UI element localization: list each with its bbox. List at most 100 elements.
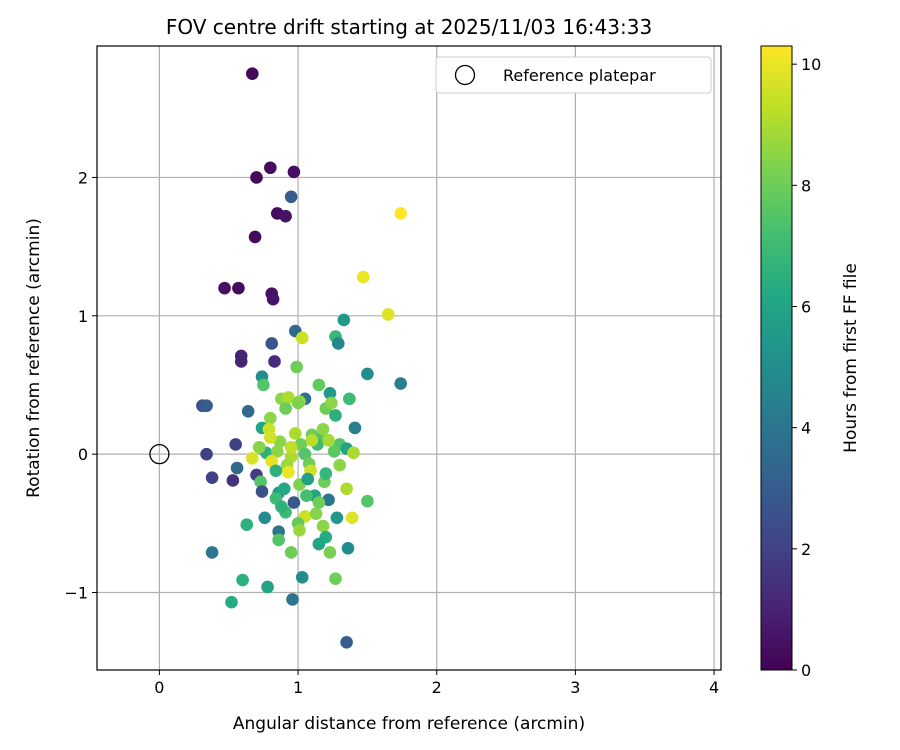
data-point: [268, 355, 281, 368]
data-point: [290, 360, 303, 374]
data-point: [293, 523, 306, 537]
data-point: [205, 546, 219, 559]
data-point: [294, 438, 308, 451]
data-point: [241, 404, 255, 418]
data-point: [300, 489, 313, 502]
data-point: [333, 458, 346, 472]
data-point: [291, 396, 305, 410]
data-point: [301, 472, 315, 486]
data-point: [348, 421, 362, 435]
data-point: [340, 636, 353, 649]
colorbar-tick-label: 6: [801, 298, 811, 317]
legend-box: [435, 56, 712, 94]
legend-marker: [454, 64, 476, 86]
data-point: [229, 438, 242, 451]
data-point: [240, 518, 254, 532]
colorbar-label: Hours from first FF file: [841, 263, 861, 453]
data-point: [246, 452, 259, 465]
data-point: [265, 454, 279, 468]
y-axis: −1 0 1 2: [64, 168, 97, 603]
data-point: [356, 270, 370, 284]
data-point: [309, 507, 323, 520]
x-tick-label: 4: [709, 678, 719, 697]
colorbar-tick-label: 8: [801, 176, 811, 195]
x-axis-label: Angular distance from reference (arcmin): [233, 714, 585, 734]
data-point: [288, 427, 302, 440]
data-point: [361, 494, 374, 508]
data-point: [264, 431, 277, 444]
data-point: [236, 573, 249, 587]
data-point: [327, 445, 341, 458]
data-point: [330, 511, 344, 525]
data-point: [337, 313, 351, 327]
x-axis: 0 1 2 3 4: [154, 670, 719, 697]
data-point: [284, 440, 298, 454]
colorbar-tick-label: 10: [801, 55, 821, 74]
reference-marker: [149, 444, 170, 465]
chart-title: FOV centre drift starting at 2025/11/03 …: [166, 15, 652, 39]
y-axis-label: Rotation from reference (arcmin): [24, 218, 44, 498]
data-point: [322, 434, 335, 447]
data-point: [255, 485, 269, 498]
data-point: [323, 546, 337, 559]
data-point: [234, 355, 248, 368]
data-point: [279, 209, 292, 223]
data-point: [266, 292, 280, 306]
x-tick-label: 3: [570, 678, 580, 697]
data-point: [275, 500, 288, 514]
data-point: [347, 446, 360, 460]
data-point: [394, 377, 407, 390]
data-point: [200, 399, 213, 413]
data-point: [331, 337, 345, 350]
data-point: [277, 482, 291, 496]
data-point: [250, 171, 263, 184]
reference-platepar-marker: [149, 444, 170, 465]
data-point: [273, 435, 287, 449]
data-point: [200, 447, 213, 461]
data-point: [312, 537, 326, 551]
data-point: [322, 493, 335, 507]
data-point: [340, 482, 353, 496]
data-point: [319, 467, 333, 480]
y-tick-label: 0: [78, 445, 88, 464]
data-point: [341, 541, 355, 555]
legend: Reference platepar: [435, 56, 712, 94]
data-point: [323, 386, 337, 400]
y-tick-label: 1: [78, 307, 88, 326]
y-tick-label: −1: [64, 584, 88, 603]
colorbar-tick-label: 4: [801, 419, 811, 438]
data-point: [295, 331, 309, 345]
data-point: [286, 593, 299, 606]
data-point: [361, 367, 374, 381]
data-point: [345, 511, 359, 525]
data-point: [343, 392, 356, 406]
data-point: [248, 230, 262, 244]
data-point: [287, 496, 301, 509]
plot-frame: [96, 45, 722, 671]
data-point: [287, 165, 301, 179]
data-point: [269, 464, 283, 478]
data-point: [261, 580, 274, 594]
data-point: [312, 496, 326, 509]
data-point: [282, 391, 295, 404]
data-point: [316, 422, 330, 436]
data-point: [264, 411, 277, 425]
data-point: [218, 281, 231, 295]
data-point: [265, 337, 279, 350]
y-tick-label: 2: [78, 168, 88, 187]
data-point: [230, 461, 244, 475]
data-point: [394, 207, 407, 220]
data-point: [316, 519, 330, 533]
data-points: [196, 67, 407, 649]
data-point: [252, 440, 266, 454]
data-point: [264, 161, 277, 175]
data-point: [279, 402, 292, 415]
data-point: [381, 308, 395, 321]
x-tick-label: 2: [432, 678, 442, 697]
data-point: [232, 281, 245, 295]
data-point: [205, 471, 219, 484]
colorbar: [760, 45, 793, 671]
colorbar-tick-label: 2: [801, 540, 811, 559]
data-point: [272, 533, 285, 547]
data-point: [282, 465, 295, 479]
